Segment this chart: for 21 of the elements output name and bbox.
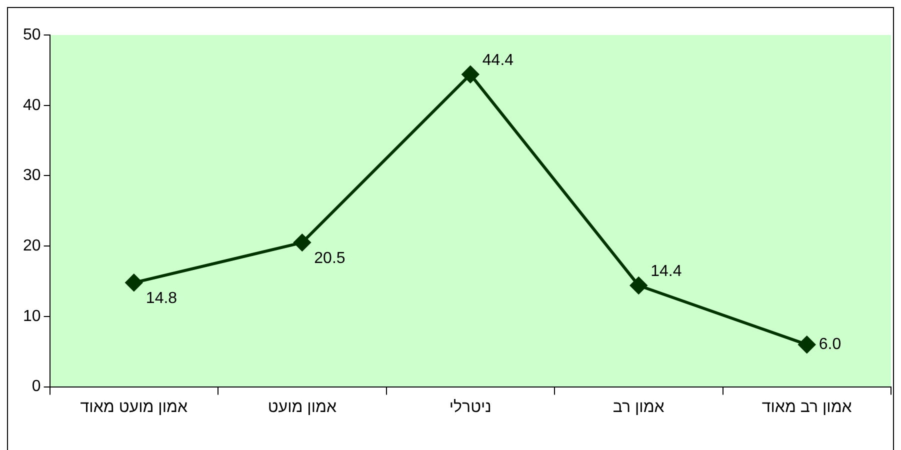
point	[798, 336, 816, 354]
y-tick-label: 10	[23, 308, 41, 325]
point	[630, 276, 648, 294]
x-tick-label: אמון רב מאוד	[762, 398, 852, 416]
y-tick-label: 50	[23, 26, 41, 44]
data-label: 6.0	[818, 336, 842, 353]
data-label: 14.4	[650, 262, 682, 280]
point	[125, 274, 142, 292]
y-tick-label: 40	[23, 96, 41, 114]
y-tick-label: 30	[23, 167, 41, 184]
x-tick-label: אמון מועט	[268, 398, 337, 416]
data-label: 14.8	[146, 290, 178, 308]
x-tick-label: ניטרלי	[449, 398, 492, 416]
point	[294, 234, 311, 252]
y-tick-label: 0	[32, 378, 41, 396]
y-tick-label: 20	[23, 237, 41, 254]
data-label: 44.4	[482, 52, 514, 69]
x-tick-label: אמון מועט מאוד	[80, 398, 188, 416]
x-tick-label: אמון רב	[612, 398, 664, 416]
data-label: 20.5	[314, 250, 346, 267]
point	[462, 66, 479, 83]
